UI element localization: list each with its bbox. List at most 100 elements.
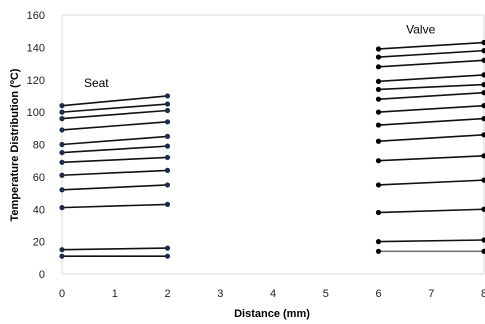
x-tick-label: 5 bbox=[323, 288, 329, 300]
y-tick-label: 100 bbox=[27, 107, 45, 119]
valve-data-point bbox=[375, 109, 382, 115]
seat-data-point bbox=[59, 127, 65, 133]
seat-line-segment bbox=[61, 184, 168, 191]
valve-line-segment bbox=[378, 179, 485, 186]
seat-line-1 bbox=[59, 253, 171, 259]
valve-line-segment bbox=[378, 91, 485, 100]
seat-data-point bbox=[59, 149, 65, 156]
seat-line-5 bbox=[59, 167, 171, 178]
seat-data-point bbox=[59, 103, 65, 109]
seat-line-segment bbox=[61, 169, 168, 177]
y-tick-label: 40 bbox=[33, 204, 45, 216]
seat-data-point bbox=[59, 116, 65, 122]
seat-line-segment bbox=[61, 135, 168, 146]
x-axis-ticks: 0 1 2 3 4 5 6 7 8 bbox=[59, 288, 485, 300]
valve-data-point bbox=[481, 237, 485, 243]
valve-line-9 bbox=[375, 90, 485, 102]
seat-line-2 bbox=[59, 245, 171, 253]
valve-line-segment bbox=[378, 208, 485, 214]
valve-data-point bbox=[481, 153, 485, 159]
seat-data-point bbox=[59, 205, 65, 211]
valve-line-segment bbox=[378, 104, 485, 113]
valve-line-12 bbox=[375, 57, 485, 70]
valve-data-point bbox=[481, 206, 485, 212]
seat-line-8 bbox=[59, 133, 171, 148]
valve-line-segment bbox=[378, 59, 485, 68]
valve-data-point bbox=[481, 248, 485, 254]
y-tick-label: 0 bbox=[39, 269, 45, 281]
valve-data-point bbox=[375, 138, 382, 144]
valve-line-4 bbox=[375, 177, 485, 188]
seat-data-point bbox=[164, 245, 171, 251]
valve-line-7 bbox=[375, 116, 485, 128]
valve-data-point bbox=[375, 78, 382, 84]
x-tick-label: 8 bbox=[481, 288, 485, 300]
valve-line-segment bbox=[378, 117, 485, 126]
valve-data-point bbox=[481, 90, 485, 96]
x-tick-label: 3 bbox=[217, 288, 223, 300]
seat-line-segment bbox=[61, 121, 168, 131]
seat-line-segment bbox=[61, 145, 168, 154]
seat-line-segment bbox=[61, 247, 168, 251]
seat-line-12 bbox=[59, 93, 171, 109]
valve-line-8 bbox=[375, 103, 485, 115]
seat-data-point bbox=[59, 247, 65, 253]
valve-data-point bbox=[481, 132, 485, 138]
valve-data-point bbox=[375, 96, 382, 102]
seat-data-point bbox=[164, 201, 171, 207]
x-tick-label: 0 bbox=[59, 288, 65, 300]
valve-data-point bbox=[375, 158, 382, 164]
seat-data-point bbox=[164, 143, 171, 149]
seat-line-segment bbox=[61, 156, 168, 164]
valve-data-point bbox=[481, 39, 485, 46]
valve-line-11 bbox=[375, 72, 485, 84]
valve-data-point bbox=[375, 86, 382, 93]
x-axis-title: Distance (mm) bbox=[234, 308, 310, 320]
valve-data-point bbox=[481, 57, 485, 63]
seat-line-segment bbox=[61, 203, 168, 209]
valve-line-14 bbox=[375, 39, 485, 52]
y-tick-label: 140 bbox=[27, 42, 45, 54]
valve-data-point bbox=[481, 103, 485, 109]
seat-line-10 bbox=[59, 107, 171, 122]
valve-data-point bbox=[481, 82, 485, 88]
valve-line-segment bbox=[378, 155, 485, 162]
valve-data-point bbox=[481, 116, 485, 122]
x-tick-label: 1 bbox=[112, 288, 118, 300]
valve-line-10 bbox=[375, 82, 485, 93]
seat-data-point bbox=[164, 253, 171, 259]
valve-line-6 bbox=[375, 132, 485, 144]
seat-line-segment bbox=[61, 103, 168, 113]
valve-line-segment bbox=[378, 49, 485, 58]
valve-data-point bbox=[375, 182, 382, 188]
valve-data-point bbox=[481, 48, 485, 54]
valve-line-3 bbox=[375, 206, 485, 216]
y-tick-label: 120 bbox=[27, 75, 45, 87]
seat-data-point bbox=[164, 182, 171, 188]
y-axis-title: Temperature Distribution (ºC) bbox=[9, 68, 21, 221]
valve-line-2 bbox=[375, 237, 485, 245]
x-tick-label: 2 bbox=[164, 288, 170, 300]
seat-data-point bbox=[59, 159, 65, 165]
seat-data-point bbox=[164, 167, 171, 173]
x-tick-label: 4 bbox=[270, 288, 276, 300]
valve-line-1 bbox=[375, 248, 485, 254]
valve-data-point bbox=[375, 248, 382, 254]
seat-data-point bbox=[164, 107, 171, 114]
valve-data-point bbox=[375, 239, 382, 245]
annotation-seat: Seat bbox=[84, 76, 109, 90]
seat-data-point bbox=[164, 154, 171, 161]
seat-line-4 bbox=[59, 182, 171, 193]
valve-line-segment bbox=[378, 74, 485, 83]
seat-line-segment bbox=[61, 95, 168, 107]
valve-data-point bbox=[375, 54, 382, 60]
seat-data-point bbox=[59, 187, 65, 193]
valve-line-5 bbox=[375, 153, 485, 164]
seat-line-6 bbox=[59, 154, 171, 165]
valve-line-13 bbox=[375, 48, 485, 60]
annotation-valve: Valve bbox=[406, 23, 435, 37]
seat-line-9 bbox=[59, 119, 171, 133]
y-tick-label: 60 bbox=[33, 172, 45, 184]
seat-line-3 bbox=[59, 201, 171, 211]
